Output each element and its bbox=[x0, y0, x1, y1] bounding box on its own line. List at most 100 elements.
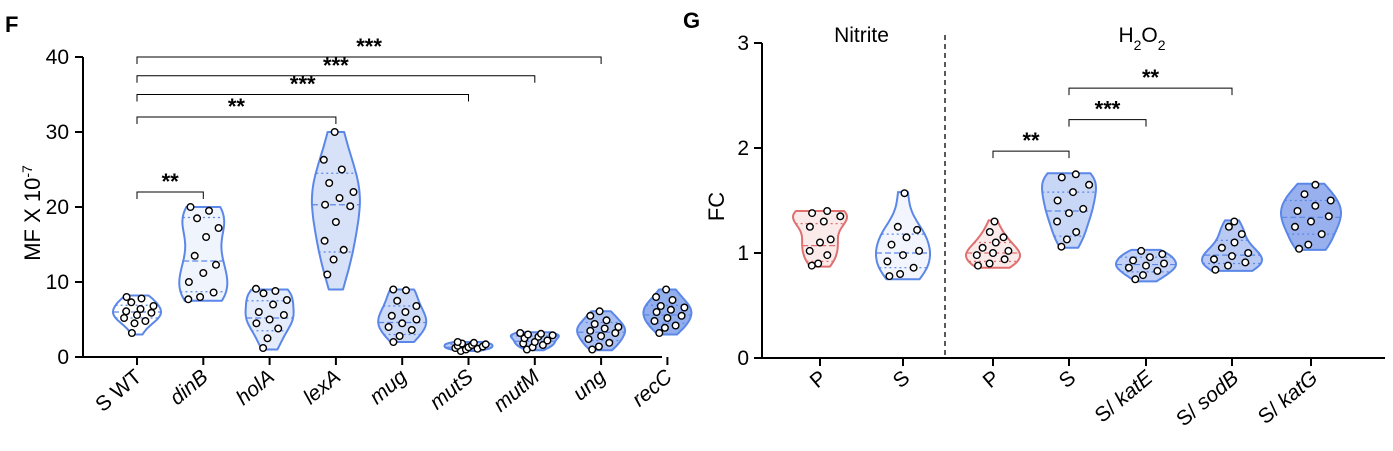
significance-bracket bbox=[1068, 119, 1147, 127]
violin-recc-point bbox=[680, 303, 689, 312]
x-tick-label: S/ katE bbox=[1091, 366, 1158, 428]
violin-lexa-point bbox=[323, 270, 332, 279]
violin-g-6-point bbox=[1293, 206, 1302, 215]
violin-hola-point bbox=[252, 319, 261, 328]
x-tick-label: holA bbox=[232, 365, 279, 410]
significance-bracket bbox=[992, 150, 1070, 159]
violin-hola-point bbox=[259, 289, 268, 298]
violin-mutm-point bbox=[530, 338, 539, 347]
violin-g-2-point bbox=[990, 217, 999, 226]
x-tick-label: mutM bbox=[489, 365, 544, 417]
violin-dinb-point bbox=[199, 269, 208, 278]
violin-g-1-point bbox=[900, 189, 909, 198]
violin-g-4-point bbox=[1137, 246, 1146, 255]
violin-g-4-point bbox=[1124, 263, 1133, 272]
region-label-nitrite: Nitrite bbox=[834, 24, 889, 47]
x-tick-label: S WT bbox=[91, 365, 146, 416]
violin-s-wt-point bbox=[136, 305, 145, 314]
violin-g-0-point bbox=[816, 238, 825, 247]
violin-ung-point bbox=[590, 320, 599, 329]
violin-g-3-point bbox=[1068, 188, 1077, 197]
violin-dinb-point bbox=[209, 288, 218, 297]
violin-hola-point bbox=[269, 300, 278, 309]
panel-letter-g: G bbox=[683, 8, 700, 33]
violin-g-6-point bbox=[1304, 240, 1313, 249]
violin-lexa-point bbox=[320, 236, 329, 245]
x-tick-label: P bbox=[979, 366, 1005, 393]
violin-g-2-point bbox=[978, 243, 987, 252]
violin-ung-point bbox=[605, 338, 614, 347]
violin-ung-point bbox=[588, 345, 597, 354]
violin-mug-point bbox=[387, 311, 396, 320]
violin-g-4-point bbox=[1141, 261, 1150, 270]
violin-g-5-point bbox=[1230, 238, 1239, 247]
y-axis-label: FC bbox=[704, 192, 729, 221]
x-tick-label: S bbox=[889, 366, 915, 393]
violin-g-4-point bbox=[1131, 275, 1140, 284]
violin-s-wt-point bbox=[130, 319, 139, 328]
violin-mutm-point bbox=[537, 329, 546, 338]
violin-mug-point bbox=[412, 302, 421, 311]
violin-g-5-point bbox=[1230, 217, 1239, 226]
violin-mug-point bbox=[398, 319, 407, 328]
x-tick-label: dinB bbox=[166, 365, 213, 410]
violin-mug-point bbox=[393, 296, 402, 305]
violin-g-2-point bbox=[1000, 255, 1009, 264]
violin-ung-point bbox=[602, 316, 611, 325]
violin-lexa-point bbox=[319, 155, 328, 164]
violin-hola-point bbox=[265, 315, 274, 324]
violin-ung-point bbox=[594, 342, 603, 351]
violin-muts-point bbox=[453, 338, 462, 347]
violin-recc-point bbox=[652, 308, 661, 317]
violin-g-3-point bbox=[1062, 235, 1071, 244]
violin-dinb-point bbox=[186, 202, 195, 211]
violin-dinb-point bbox=[204, 206, 213, 215]
violin-g-3-point bbox=[1053, 196, 1062, 205]
violin-g-5-point bbox=[1241, 258, 1250, 267]
significance-bracket bbox=[136, 191, 204, 199]
violin-s-wt-point bbox=[122, 307, 131, 316]
violin-lexa-point bbox=[346, 202, 355, 211]
violin-recc-point bbox=[662, 285, 671, 294]
violin-hola-point bbox=[279, 311, 288, 320]
violin-lexa-point bbox=[325, 178, 334, 187]
violin-g-1-point bbox=[909, 263, 918, 272]
violin-mutm-point bbox=[548, 331, 557, 340]
violin-dinb-violin bbox=[178, 206, 229, 302]
violin-dinb-point bbox=[184, 295, 193, 304]
violin-g-2-point bbox=[972, 251, 981, 260]
violin-g-6-point bbox=[1311, 201, 1320, 210]
violin-hola-point bbox=[254, 308, 263, 317]
violin-g-3-point bbox=[1079, 204, 1088, 213]
violin-g-1-point bbox=[893, 222, 902, 231]
violin-ung-point bbox=[614, 323, 623, 332]
violin-g-5-point bbox=[1224, 222, 1233, 231]
violin-lexa-point bbox=[337, 165, 346, 174]
violin-g-3-point bbox=[1057, 242, 1066, 251]
violin-mug-point bbox=[401, 308, 410, 317]
violin-mutm-point bbox=[524, 330, 533, 339]
violin-g-5-point bbox=[1223, 261, 1232, 270]
y-axis-label: MF X 10-7 bbox=[19, 165, 45, 261]
violin-g-4-point bbox=[1159, 259, 1168, 268]
violin-g-6-point bbox=[1300, 190, 1309, 199]
violin-s-wt-point bbox=[122, 293, 131, 302]
x-tick-label: mutS bbox=[425, 365, 477, 414]
violin-g-0-point bbox=[808, 209, 817, 218]
violin-lexa-point bbox=[349, 187, 358, 196]
y-tick-label: 30 bbox=[46, 121, 69, 144]
violin-ung-point bbox=[597, 332, 606, 341]
y-tick-label: 10 bbox=[46, 271, 69, 294]
violin-g-3-point bbox=[1057, 173, 1066, 182]
y-tick-label: 1 bbox=[737, 242, 749, 265]
violin-g-5-point bbox=[1209, 255, 1218, 264]
significance-bracket bbox=[136, 116, 337, 124]
violin-g-5-point bbox=[1237, 230, 1246, 239]
significance-bracket bbox=[136, 56, 602, 64]
y-tick-label: 40 bbox=[46, 46, 69, 69]
violin-recc-point bbox=[656, 302, 665, 311]
violin-s-wt-point bbox=[141, 317, 150, 326]
x-tick-label: S/ katG bbox=[1254, 366, 1322, 429]
violin-g-6-point bbox=[1317, 230, 1326, 239]
